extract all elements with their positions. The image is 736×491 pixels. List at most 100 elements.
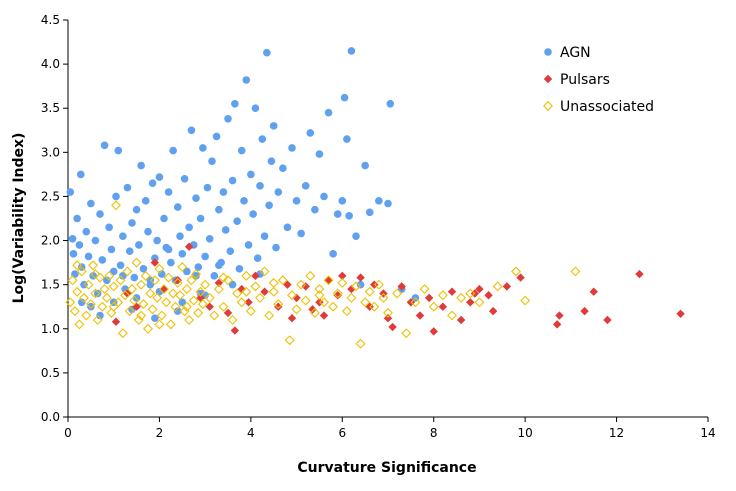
point-pulsars xyxy=(324,276,333,285)
point-agn xyxy=(274,188,283,196)
point-unassociated xyxy=(76,266,87,277)
point-agn xyxy=(315,150,324,158)
point-unassociated xyxy=(152,292,163,303)
point-agn xyxy=(297,229,305,238)
point-agn xyxy=(128,219,136,227)
point-agn xyxy=(185,223,193,232)
point-agn xyxy=(199,144,207,152)
point-unassociated xyxy=(268,286,279,297)
point-agn xyxy=(96,311,104,320)
point-agn xyxy=(69,249,78,258)
point-agn xyxy=(137,161,145,170)
point-unassociated xyxy=(90,288,101,299)
point-unassociated xyxy=(264,310,275,321)
point-unassociated xyxy=(161,297,172,308)
point-unassociated xyxy=(355,338,366,349)
point-unassociated xyxy=(213,284,224,295)
point-unassociated xyxy=(136,310,147,321)
point-unassociated xyxy=(474,297,485,308)
point-agn xyxy=(93,289,102,298)
point-agn xyxy=(123,183,132,192)
point-agn xyxy=(320,192,328,201)
point-unassociated xyxy=(147,304,158,315)
point-unassociated xyxy=(291,304,302,315)
point-unassociated xyxy=(241,286,252,297)
point-unassociated xyxy=(72,260,83,271)
point-agn xyxy=(210,272,219,280)
point-unassociated xyxy=(149,275,160,286)
x-tick-label: 10 xyxy=(518,426,533,440)
point-agn xyxy=(265,201,273,210)
point-pulsars xyxy=(552,320,562,329)
point-agn xyxy=(141,197,150,205)
point-unassociated xyxy=(177,262,188,273)
point-pulsars xyxy=(260,287,269,296)
point-unassociated xyxy=(65,297,76,308)
point-pulsars xyxy=(283,280,292,289)
point-agn xyxy=(119,272,127,280)
legend-item-agn: AGN xyxy=(544,45,591,61)
point-unassociated xyxy=(184,314,195,325)
y-tick-label: 4.0 xyxy=(41,57,60,71)
legend-label: Pulsars xyxy=(560,72,610,88)
y-tick-label: 3.5 xyxy=(41,101,60,115)
point-pulsars xyxy=(111,317,121,326)
point-agn xyxy=(178,298,187,307)
point-unassociated xyxy=(218,301,229,312)
point-unassociated xyxy=(232,288,243,299)
x-tick-label: 2 xyxy=(156,426,164,440)
series-agn xyxy=(66,47,420,322)
point-agn xyxy=(375,197,383,205)
point-unassociated xyxy=(101,292,112,303)
point-pulsars xyxy=(603,315,612,325)
point-pulsars xyxy=(150,258,160,267)
point-agn xyxy=(148,179,157,188)
legend-label: AGN xyxy=(560,45,591,61)
y-tick-label: 3.0 xyxy=(41,145,60,159)
point-agn xyxy=(66,188,75,196)
point-unassociated xyxy=(74,319,85,330)
point-unassociated xyxy=(328,301,339,312)
point-pulsars xyxy=(676,309,685,318)
point-agn xyxy=(196,289,205,298)
point-agn xyxy=(169,146,177,155)
point-unassociated xyxy=(154,263,165,274)
point-agn xyxy=(219,188,228,196)
point-pulsars xyxy=(301,282,310,291)
point-pulsars xyxy=(475,284,484,294)
legend-marker-pulsars xyxy=(543,74,553,84)
point-agn xyxy=(103,276,111,285)
point-agn xyxy=(178,249,187,258)
legend-label: Unassociated xyxy=(560,99,654,115)
point-agn xyxy=(384,199,392,208)
point-unassociated xyxy=(120,290,131,301)
point-agn xyxy=(130,273,139,282)
point-agn xyxy=(231,100,239,108)
point-agn xyxy=(311,205,319,214)
point-pulsars xyxy=(274,302,283,311)
axes xyxy=(63,19,709,422)
point-unassociated xyxy=(124,306,135,317)
point-pulsars xyxy=(205,302,214,311)
point-pulsars xyxy=(456,315,466,325)
point-unassociated xyxy=(97,301,108,312)
point-unassociated xyxy=(181,301,192,312)
point-pulsars xyxy=(580,306,589,316)
point-agn xyxy=(100,141,109,150)
x-tick-label: 8 xyxy=(430,426,438,440)
point-agn xyxy=(153,236,161,245)
point-pulsars xyxy=(223,308,233,318)
point-agn xyxy=(237,146,246,155)
point-unassociated xyxy=(95,272,105,283)
legend: AGN Pulsars Unassociated xyxy=(543,45,654,115)
point-unassociated xyxy=(273,299,284,310)
point-pulsars xyxy=(388,322,397,332)
point-unassociated xyxy=(200,279,211,290)
point-unassociated xyxy=(90,269,101,280)
point-agn xyxy=(242,76,251,84)
point-unassociated xyxy=(369,301,380,312)
point-agn xyxy=(91,236,100,245)
point-pulsars xyxy=(429,327,438,336)
point-agn xyxy=(333,210,342,218)
point-unassociated xyxy=(314,284,325,295)
